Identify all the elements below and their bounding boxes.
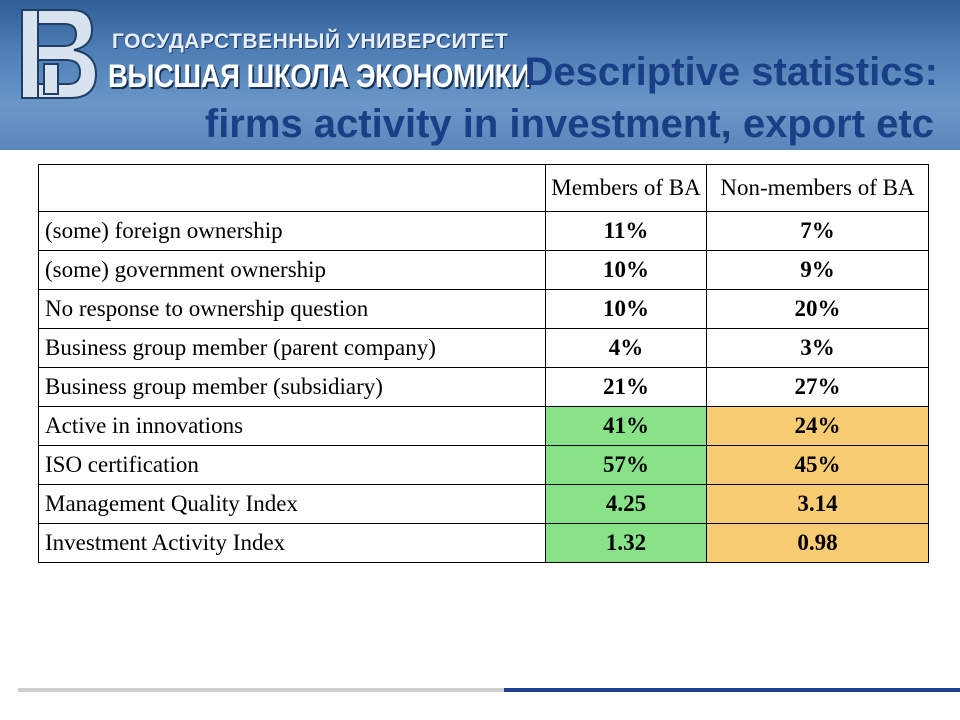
footer-divider-blue [504,688,960,692]
nonmembers-value: 9% [706,250,929,290]
table-row: Business group member (parent company) 4… [38,328,929,368]
header-empty-cell [38,164,546,212]
slide-title-line2: firms activity in investment, export etc [204,102,934,146]
row-label: (some) government ownership [38,250,546,290]
university-name-line2: ВЫСШАЯ ШКОЛА ЭКОНОМИКИ [108,58,531,94]
university-name-line1: ГОСУДАРСТВЕННЫЙ УНИВЕРСИТЕТ [112,30,509,53]
row-label: (some) foreign ownership [38,211,546,251]
table-row: Management Quality Index 4.25 3.14 [38,484,929,524]
table-row: Investment Activity Index 1.32 0.98 [38,523,929,563]
members-value: 11% [545,211,707,251]
nonmembers-value: 24% [706,406,929,446]
row-label: Business group member (subsidiary) [38,367,546,407]
nonmembers-value: 3.14 [706,484,929,524]
table-row: Business group member (subsidiary) 21% 2… [38,367,929,407]
table-row: (some) foreign ownership 11% 7% [38,211,929,251]
footer-divider-grey [18,688,504,692]
statistics-table: Members of BA Non-members of BA (some) f… [38,164,929,563]
row-label: Investment Activity Index [38,523,546,563]
slide-header: ГОСУДАРСТВЕННЫЙ УНИВЕРСИТЕТ ВЫСШАЯ ШКОЛА… [0,0,960,150]
members-value: 1.32 [545,523,707,563]
members-value: 57% [545,445,707,485]
members-value: 4.25 [545,484,707,524]
members-value: 10% [545,250,707,290]
members-value: 4% [545,328,707,368]
nonmembers-value: 7% [706,211,929,251]
row-label: Management Quality Index [38,484,546,524]
nonmembers-value: 3% [706,328,929,368]
nonmembers-value: 27% [706,367,929,407]
slide-title-line1: Descriptive statistics: [524,50,938,94]
nonmembers-value: 45% [706,445,929,485]
row-label: No response to ownership question [38,289,546,329]
table-row: No response to ownership question 10% 20… [38,289,929,329]
row-label: Business group member (parent company) [38,328,546,368]
members-value: 41% [545,406,707,446]
header-nonmembers: Non-members of BA [706,164,929,212]
table-row: ISO certification 57% 45% [38,445,929,485]
members-value: 10% [545,289,707,329]
nonmembers-value: 20% [706,289,929,329]
nonmembers-value: 0.98 [706,523,929,563]
table-row: Active in innovations 41% 24% [38,406,929,446]
row-label: ISO certification [38,445,546,485]
members-value: 21% [545,367,707,407]
header-members: Members of BA [545,164,707,212]
table-header-row: Members of BA Non-members of BA [38,164,929,212]
hse-logo-icon [21,9,98,99]
row-label: Active in innovations [38,406,546,446]
table-row: (some) government ownership 10% 9% [38,250,929,290]
